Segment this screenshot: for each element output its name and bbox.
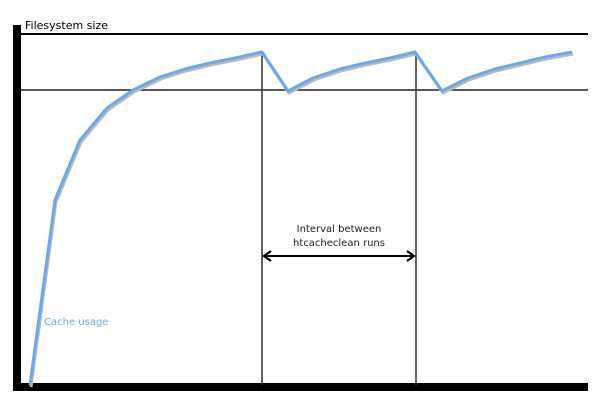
x-axis: [13, 383, 588, 391]
cache-usage-curve: [28, 50, 573, 386]
cache-usage-label: Cache usage: [44, 317, 108, 328]
interval-label-line1: Interval between: [297, 224, 382, 235]
interval-label-line2: htcacheclean runs: [293, 238, 385, 249]
y-axis: [13, 25, 21, 391]
cache-usage-curve-shadow: [29, 52, 574, 388]
y-axis-label: Filesystem size: [25, 19, 108, 32]
